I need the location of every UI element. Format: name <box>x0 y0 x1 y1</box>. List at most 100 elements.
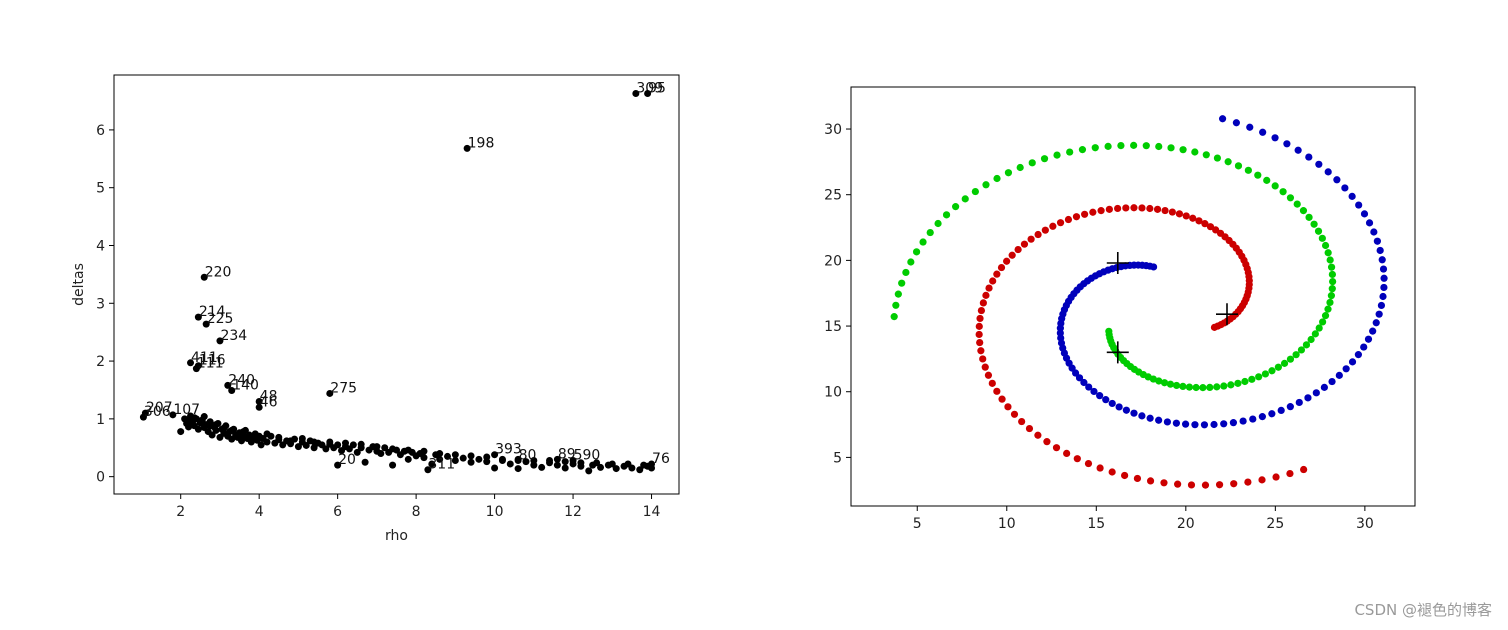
cluster-point <box>1195 217 1203 225</box>
cluster-point <box>1234 379 1242 387</box>
data-point <box>194 313 202 321</box>
point-label: 107 <box>173 402 200 418</box>
p1-x-tick-label: 12 <box>564 504 582 520</box>
cluster-point <box>1328 270 1336 279</box>
cluster-point <box>1041 226 1049 234</box>
cluster-point <box>1179 146 1187 154</box>
cluster-point <box>1056 219 1065 227</box>
cluster-point <box>1081 210 1089 218</box>
data-point <box>185 423 193 431</box>
cluster-point <box>1078 146 1087 154</box>
cluster-point <box>1380 283 1388 292</box>
data-point <box>648 460 656 468</box>
cluster-point <box>984 371 993 379</box>
cluster-point <box>1199 384 1207 392</box>
cluster-point <box>1318 234 1326 242</box>
cluster-point <box>1227 381 1235 389</box>
data-point <box>459 454 467 462</box>
cluster-point <box>1286 403 1294 411</box>
p2-x-tick-label: 5 <box>913 516 922 532</box>
data-point <box>257 441 265 449</box>
cluster-point <box>1299 207 1308 215</box>
cluster-point <box>1072 213 1081 221</box>
cluster-point <box>1179 382 1187 391</box>
data-point <box>491 451 499 459</box>
cluster-point <box>1163 418 1172 426</box>
cluster-point <box>1122 406 1130 414</box>
cluster-point <box>934 219 942 228</box>
cluster-point <box>1172 419 1180 427</box>
cluster-point <box>979 355 987 363</box>
p2-x-tick-label: 30 <box>1356 516 1374 532</box>
cluster-point <box>1052 444 1061 452</box>
data-point <box>530 456 538 464</box>
data-point <box>436 455 444 463</box>
cluster-point <box>1354 351 1362 359</box>
cluster-point <box>1105 205 1113 213</box>
cluster-point <box>1292 351 1300 359</box>
data-point <box>310 444 318 452</box>
cluster-point <box>1324 249 1332 257</box>
cluster-point <box>1149 375 1157 383</box>
data-point <box>212 426 220 434</box>
cluster-point <box>1302 341 1311 349</box>
cluster-point <box>1220 382 1228 390</box>
cluster-point <box>1365 219 1374 227</box>
cluster-point <box>1272 473 1280 481</box>
spiral-clusters-plot: 5 10 15 20 25 30 5 10 15 20 25 30 <box>824 86 1416 532</box>
cluster-point <box>1212 226 1220 234</box>
cluster-point <box>1027 235 1035 243</box>
cluster-point <box>961 195 969 203</box>
cluster-point <box>1213 383 1221 391</box>
p1-x-tick-label: 2 <box>176 504 185 520</box>
p1-x-tick-label: 8 <box>412 504 421 520</box>
cluster-center-marker <box>1216 303 1238 326</box>
cluster-point <box>977 347 985 355</box>
cluster-point <box>1229 419 1238 427</box>
cluster-point <box>1168 208 1176 216</box>
data-point <box>326 438 334 446</box>
cluster-point <box>1263 176 1271 184</box>
data-point <box>467 458 475 466</box>
cluster-point <box>1254 171 1262 179</box>
data-point <box>373 443 381 451</box>
data-point <box>467 452 475 460</box>
cluster-point <box>1326 256 1334 264</box>
cluster-point <box>1018 417 1026 426</box>
p1-y-tick-label: 6 <box>96 123 105 139</box>
cluster-point <box>1370 228 1378 236</box>
cluster-point <box>975 322 983 330</box>
cluster-point <box>1172 381 1181 390</box>
data-point <box>190 414 198 422</box>
cluster-point <box>1034 230 1042 239</box>
cluster-point <box>1146 414 1154 422</box>
data-point <box>420 454 428 462</box>
cluster-point <box>1215 481 1224 489</box>
data-point <box>326 389 334 397</box>
cluster-point <box>1020 240 1029 248</box>
cluster-point <box>1297 346 1306 354</box>
data-point <box>361 458 369 466</box>
data-point <box>553 455 561 463</box>
data-point <box>310 438 318 446</box>
data-point <box>251 432 259 440</box>
cluster-point <box>1025 424 1034 433</box>
cluster-point <box>1096 392 1104 400</box>
point-label: 76 <box>652 451 670 467</box>
data-point <box>353 448 361 456</box>
point-label: 275 <box>330 380 357 396</box>
cluster-point <box>982 291 990 299</box>
data-point <box>577 459 585 467</box>
cluster-point <box>976 338 984 347</box>
cluster-point <box>993 270 1001 278</box>
cluster-point <box>1255 373 1263 381</box>
cluster-point <box>1327 263 1336 271</box>
cluster-point <box>894 290 902 298</box>
cluster-point <box>1220 420 1228 428</box>
cluster-point <box>1053 151 1061 159</box>
data-point <box>194 425 202 433</box>
cluster-point <box>1294 146 1302 154</box>
cluster-point <box>975 330 983 339</box>
data-point <box>389 445 397 453</box>
cluster-point <box>1268 410 1276 418</box>
